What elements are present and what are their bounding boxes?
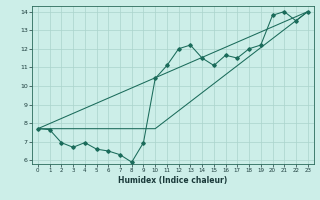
X-axis label: Humidex (Indice chaleur): Humidex (Indice chaleur) — [118, 176, 228, 185]
